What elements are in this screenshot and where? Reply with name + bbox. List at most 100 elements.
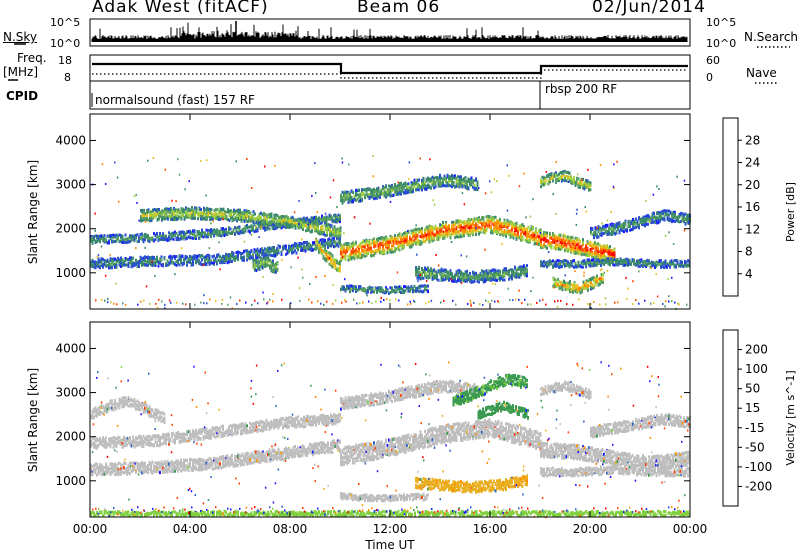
scatter-band <box>315 237 341 273</box>
y-tick-label: 4000 <box>55 133 86 147</box>
velocity-colorbar-tick-label: 100 <box>745 362 768 376</box>
scatter-band <box>415 264 528 284</box>
cpid-panel-frame <box>89 80 691 110</box>
nave-tick-top: 60 <box>706 54 720 67</box>
x-tick-label: 08:00 <box>273 522 308 536</box>
power-scatter-layer <box>90 155 691 311</box>
velocity-colorbar-frame <box>722 329 739 507</box>
velocity-colorbar-tick-label: -100 <box>745 460 772 474</box>
power-colorbar-tick-label: 20 <box>745 178 760 192</box>
scatter-band <box>540 257 691 269</box>
y-tick-label: 2000 <box>55 222 86 236</box>
scatter-band <box>90 236 341 270</box>
velocity-y-axis: 1000 2000 3000 4000 <box>55 341 690 488</box>
freq-tick-top: 18 <box>58 54 72 67</box>
x-tick-label: 20:00 <box>573 522 608 536</box>
y-tick-label: 2000 <box>55 430 86 444</box>
scatter-band <box>540 169 592 192</box>
y-tick-label: 3000 <box>55 386 86 400</box>
y-tick-label: 4000 <box>55 341 86 355</box>
velocity-panel-frame <box>89 321 691 518</box>
x-tick-label: 00:00 <box>673 522 708 536</box>
velocity-colorbar-tick-label: -200 <box>745 479 772 493</box>
power-colorbar-tick-label: 28 <box>745 133 760 147</box>
nsearch-label: N.Search <box>744 30 799 44</box>
velocity-colorbar-tick-label: 200 <box>745 343 768 357</box>
scatter-band <box>340 284 429 295</box>
nave-trace <box>92 69 688 79</box>
power-colorbar: 4 8 12 16 20 24 28 <box>722 117 760 297</box>
nsky-panel-frame <box>89 18 691 47</box>
scatter-band <box>90 412 341 450</box>
nsky-tick-bottom: 10^0 <box>50 37 81 50</box>
power-colorbar-tick-label: 16 <box>745 200 760 214</box>
noise-speckles <box>91 155 686 311</box>
scatter-band <box>340 492 429 503</box>
power-colorbar-tick-label: 12 <box>745 222 760 236</box>
velocity-colorbar-tick-label: 15 <box>745 401 760 415</box>
scatter-band <box>340 215 542 262</box>
x-tick-label: 04:00 <box>173 522 208 536</box>
scatter-band <box>140 206 342 239</box>
power-colorbar-frame <box>722 117 739 297</box>
velocity-colorbar: -200 -100 -50 -15 15 50 100 200 <box>722 329 772 507</box>
power-colorbar-tick-label: 8 <box>745 245 753 259</box>
scatter-band <box>552 272 604 295</box>
nsky-noise-trace <box>91 21 688 42</box>
noise-speckles <box>91 361 690 519</box>
scatter-band <box>90 439 341 477</box>
time-xlabel: Time UT <box>364 538 415 552</box>
beam-title: Beam 06 <box>357 0 441 17</box>
power-colorbar-tick-label: 24 <box>745 156 760 170</box>
freq-panel-frame <box>89 54 691 82</box>
scatter-band <box>540 380 592 400</box>
near-range-speckles <box>92 506 685 514</box>
scatter-band <box>590 209 691 240</box>
velocity-colorbar-tick-label: -15 <box>745 421 765 435</box>
cpid-mode-marker <box>91 83 541 107</box>
scatter-band <box>452 373 528 407</box>
nsky-tick-top: 10^5 <box>50 16 81 29</box>
velocity-colorbar-tick-label: -50 <box>745 440 765 454</box>
power-colorbar-label: Power [dB] <box>784 182 797 242</box>
freq-label-top: Freq. <box>17 51 47 65</box>
x-tick-label: 00:00 <box>73 522 108 536</box>
nave-label: Nave <box>746 66 777 80</box>
scatter-band <box>477 400 529 420</box>
y-tick-label: 1000 <box>55 266 86 280</box>
cpid-label: CPID <box>6 89 39 103</box>
scatter-band <box>540 464 691 478</box>
y-tick-label: 1000 <box>55 474 86 488</box>
y-tick-label: 3000 <box>55 178 86 192</box>
power-colorbar-tick-label: 4 <box>745 267 753 281</box>
scatter-band <box>340 418 542 467</box>
nave-tick-bottom: 0 <box>706 71 713 84</box>
scatter-band <box>590 412 691 439</box>
x-tick-label: 16:00 <box>473 522 508 536</box>
station-title: Adak West (fitACF) <box>92 0 269 17</box>
freq-trace <box>92 62 688 75</box>
cpid-mode-2: rbsp 200 RF <box>545 82 618 96</box>
scatter-band <box>415 474 528 494</box>
velocity-colorbar-label: Velocity [m s^-1] <box>784 370 797 465</box>
x-tick-label: 12:00 <box>373 522 408 536</box>
nsky-label: N.Sky <box>3 30 38 44</box>
velocity-scatter-layer <box>90 361 691 519</box>
near-range-speckles <box>95 298 688 306</box>
nsearch-tick-bottom: 10^0 <box>706 37 737 50</box>
freq-label-unit: [MHz] <box>3 65 39 79</box>
date-title: 02/Jun/2014 <box>592 0 706 17</box>
cpid-mode-1: normalsound (fast) 157 RF <box>95 93 255 107</box>
scatter-band <box>540 441 691 472</box>
power-ylabel: Slant Range [km] <box>26 160 40 264</box>
time-x-axis: 00:00 04:00 08:00 12:00 16:00 20:00 00:00 <box>73 114 708 536</box>
power-y-axis: 1000 2000 3000 4000 <box>55 133 690 280</box>
scatter-band <box>540 230 616 264</box>
velocity-ylabel: Slant Range [km] <box>26 368 40 472</box>
nsearch-tick-top: 10^5 <box>706 16 737 29</box>
scatter-band <box>90 395 166 425</box>
freq-tick-bottom: 8 <box>64 71 71 84</box>
scatter-band <box>340 173 479 205</box>
scatter-band <box>252 255 279 274</box>
